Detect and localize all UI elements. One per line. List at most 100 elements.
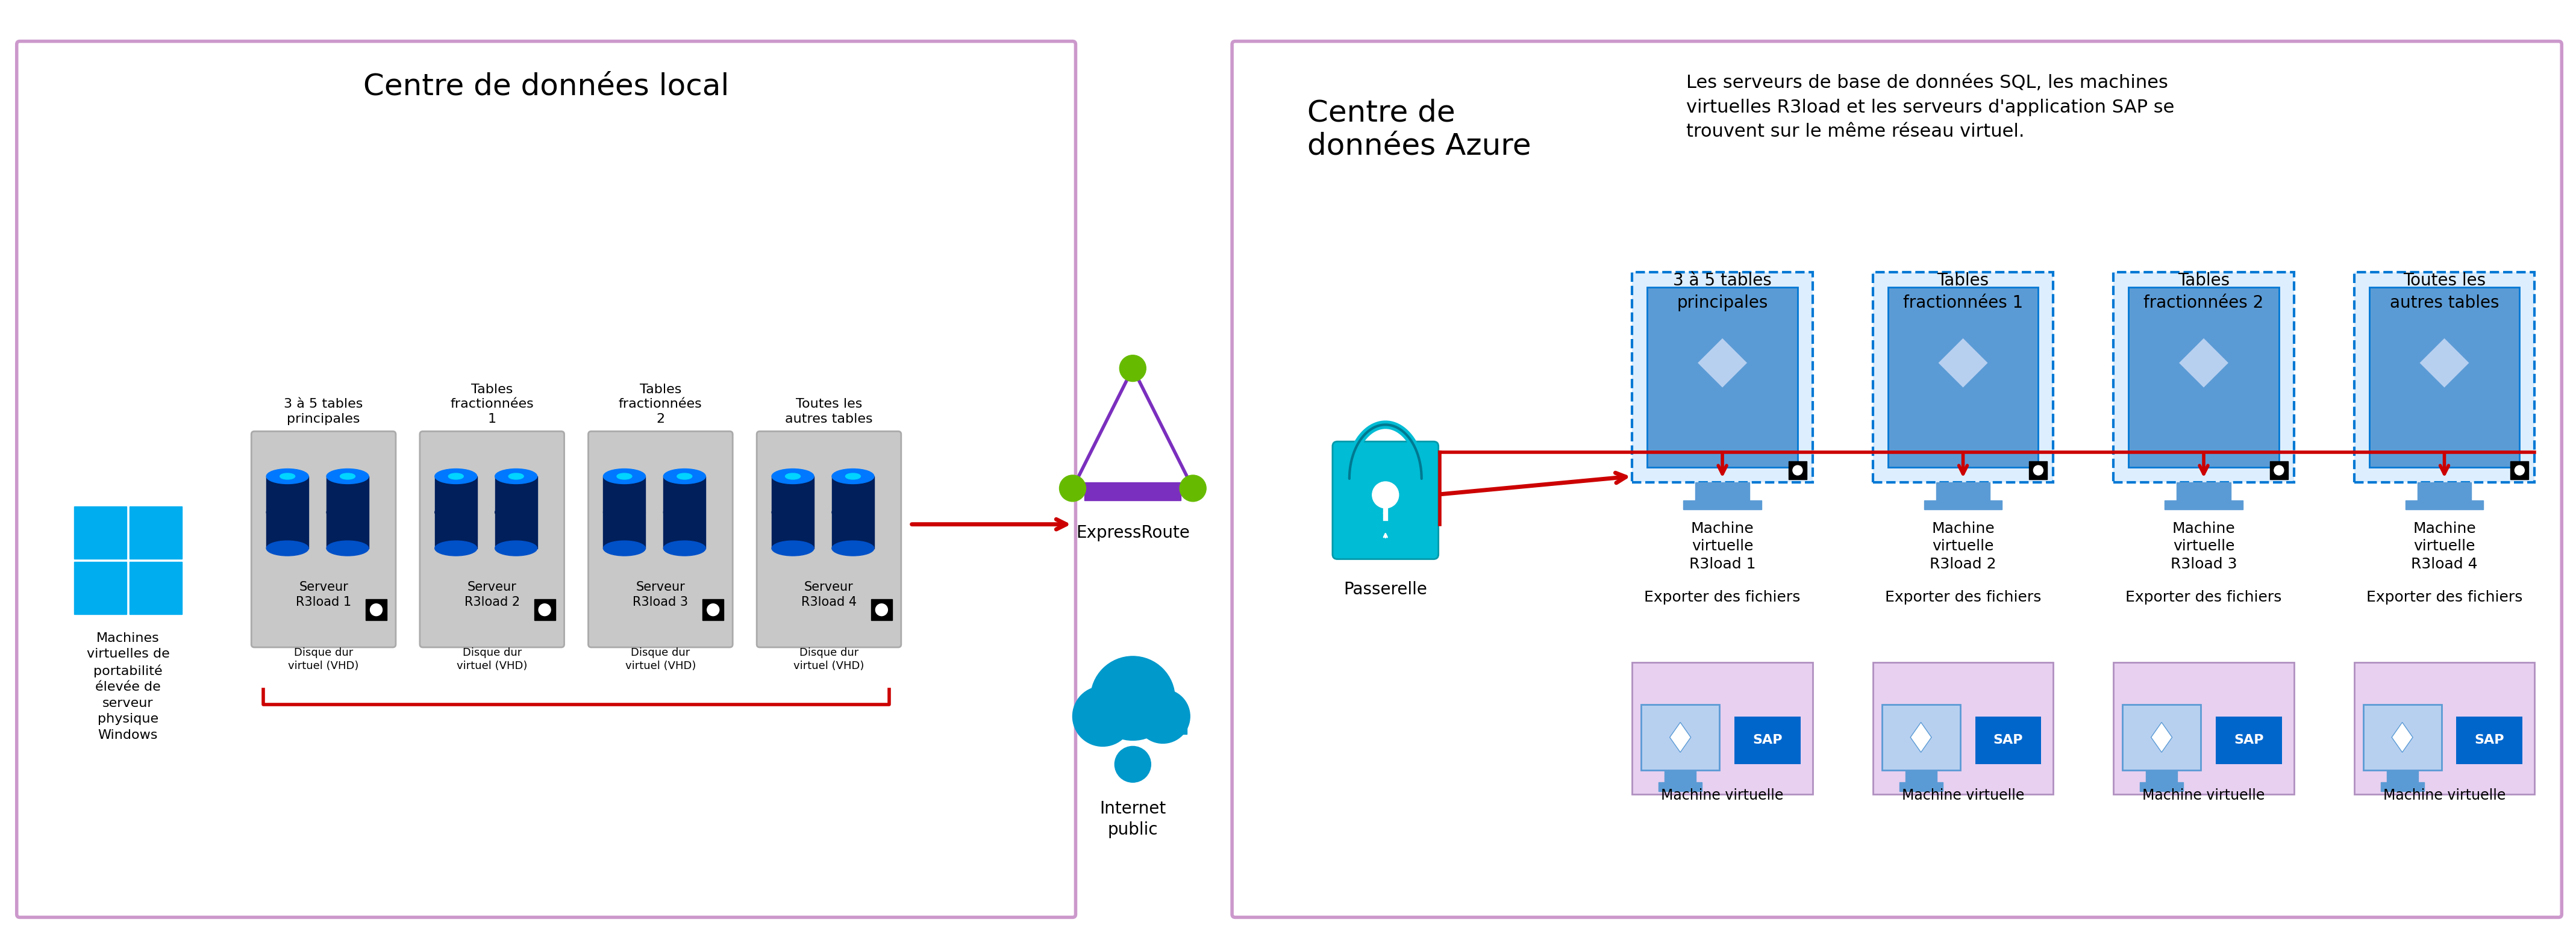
Ellipse shape xyxy=(435,541,477,556)
Bar xyxy=(2030,462,2048,480)
Text: Machine
virtuelle
R3load 2: Machine virtuelle R3load 2 xyxy=(1929,521,1996,571)
Ellipse shape xyxy=(495,469,538,483)
Bar xyxy=(1888,288,2038,467)
Circle shape xyxy=(2032,465,2043,475)
Bar xyxy=(1906,770,1937,782)
Text: Toutes les
autres tables: Toutes les autres tables xyxy=(2391,272,2499,311)
Bar xyxy=(1883,705,1960,770)
Text: Exporter des fichiers: Exporter des fichiers xyxy=(2367,590,2522,604)
Bar xyxy=(2215,716,2282,764)
Ellipse shape xyxy=(327,505,368,519)
FancyBboxPatch shape xyxy=(420,431,564,647)
FancyBboxPatch shape xyxy=(1231,42,2561,918)
FancyBboxPatch shape xyxy=(1332,442,1437,559)
Polygon shape xyxy=(2179,338,2228,388)
Bar xyxy=(665,476,706,549)
Polygon shape xyxy=(2419,338,2470,388)
Polygon shape xyxy=(1937,338,1989,388)
Ellipse shape xyxy=(665,469,706,483)
Ellipse shape xyxy=(616,473,631,480)
Ellipse shape xyxy=(495,505,538,519)
Circle shape xyxy=(876,604,889,616)
Ellipse shape xyxy=(665,505,706,519)
Ellipse shape xyxy=(435,469,477,483)
Bar xyxy=(75,562,126,614)
Circle shape xyxy=(2514,465,2524,475)
Bar xyxy=(1899,782,1942,791)
Ellipse shape xyxy=(448,473,464,480)
Circle shape xyxy=(1115,746,1151,782)
Ellipse shape xyxy=(773,469,814,483)
Text: Passerelle: Passerelle xyxy=(1345,581,1427,598)
Ellipse shape xyxy=(603,469,647,483)
Ellipse shape xyxy=(327,541,368,556)
Bar xyxy=(2177,482,2231,500)
Circle shape xyxy=(1373,482,1399,508)
Text: Tables
fractionnées 2: Tables fractionnées 2 xyxy=(2143,272,2264,311)
Bar xyxy=(1682,500,1762,509)
Text: Machine virtuelle: Machine virtuelle xyxy=(1662,788,1783,803)
Bar xyxy=(2458,716,2522,764)
Bar xyxy=(2146,770,2177,782)
Text: Serveur
R3load 2: Serveur R3load 2 xyxy=(464,581,520,608)
Bar xyxy=(2269,462,2287,480)
Circle shape xyxy=(1059,475,1087,501)
Bar xyxy=(533,600,556,621)
Bar xyxy=(265,476,309,549)
Text: Toutes les
autres tables: Toutes les autres tables xyxy=(786,398,873,426)
Circle shape xyxy=(1072,686,1133,746)
Ellipse shape xyxy=(773,541,814,556)
Ellipse shape xyxy=(603,541,647,556)
Ellipse shape xyxy=(845,473,860,480)
Bar xyxy=(1924,500,2002,509)
Circle shape xyxy=(371,604,381,616)
Ellipse shape xyxy=(832,505,873,519)
Polygon shape xyxy=(2151,723,2172,752)
Polygon shape xyxy=(1669,723,1690,752)
Bar xyxy=(2416,482,2470,500)
Bar xyxy=(2512,462,2530,480)
Polygon shape xyxy=(1911,723,1932,752)
Bar xyxy=(2380,782,2424,791)
Ellipse shape xyxy=(265,469,309,483)
Ellipse shape xyxy=(281,473,296,480)
Bar xyxy=(832,476,873,549)
Ellipse shape xyxy=(786,473,801,480)
Bar xyxy=(2164,500,2244,509)
Ellipse shape xyxy=(665,541,706,556)
Text: Disque dur
virtuel (VHD): Disque dur virtuel (VHD) xyxy=(626,647,696,672)
Text: Tables
fractionnées
1: Tables fractionnées 1 xyxy=(451,383,533,426)
Bar xyxy=(129,506,183,559)
Bar xyxy=(1873,272,2053,482)
Bar xyxy=(2354,662,2535,795)
Ellipse shape xyxy=(677,473,693,480)
Circle shape xyxy=(538,604,551,616)
Bar xyxy=(327,476,368,549)
Bar xyxy=(1633,272,1814,482)
Polygon shape xyxy=(2391,723,2414,752)
Text: Serveur
R3load 4: Serveur R3load 4 xyxy=(801,581,858,608)
Bar xyxy=(871,600,891,621)
Text: SAP: SAP xyxy=(2476,734,2504,746)
Text: Tables
fractionnées 1: Tables fractionnées 1 xyxy=(1904,272,2022,311)
Text: Serveur
R3load 3: Serveur R3load 3 xyxy=(634,581,688,608)
Text: ExpressRoute: ExpressRoute xyxy=(1077,524,1190,541)
Ellipse shape xyxy=(603,505,647,519)
Bar xyxy=(2406,500,2483,509)
FancyBboxPatch shape xyxy=(252,431,397,647)
FancyBboxPatch shape xyxy=(757,431,902,647)
Ellipse shape xyxy=(435,505,477,519)
FancyBboxPatch shape xyxy=(587,431,732,647)
Bar xyxy=(2112,662,2295,795)
Bar xyxy=(1641,705,1718,770)
Bar xyxy=(773,476,814,549)
Text: Les serveurs de base de données SQL, les machines
virtuelles R3load et les serve: Les serveurs de base de données SQL, les… xyxy=(1687,75,2174,141)
Text: SAP: SAP xyxy=(2233,734,2264,746)
Circle shape xyxy=(1090,657,1175,741)
Ellipse shape xyxy=(773,505,814,519)
Bar xyxy=(603,476,647,549)
Text: Machine
virtuelle
R3load 1: Machine virtuelle R3load 1 xyxy=(1690,521,1757,571)
Bar xyxy=(1937,482,1991,500)
Bar xyxy=(2123,705,2200,770)
Bar xyxy=(1664,770,1695,782)
